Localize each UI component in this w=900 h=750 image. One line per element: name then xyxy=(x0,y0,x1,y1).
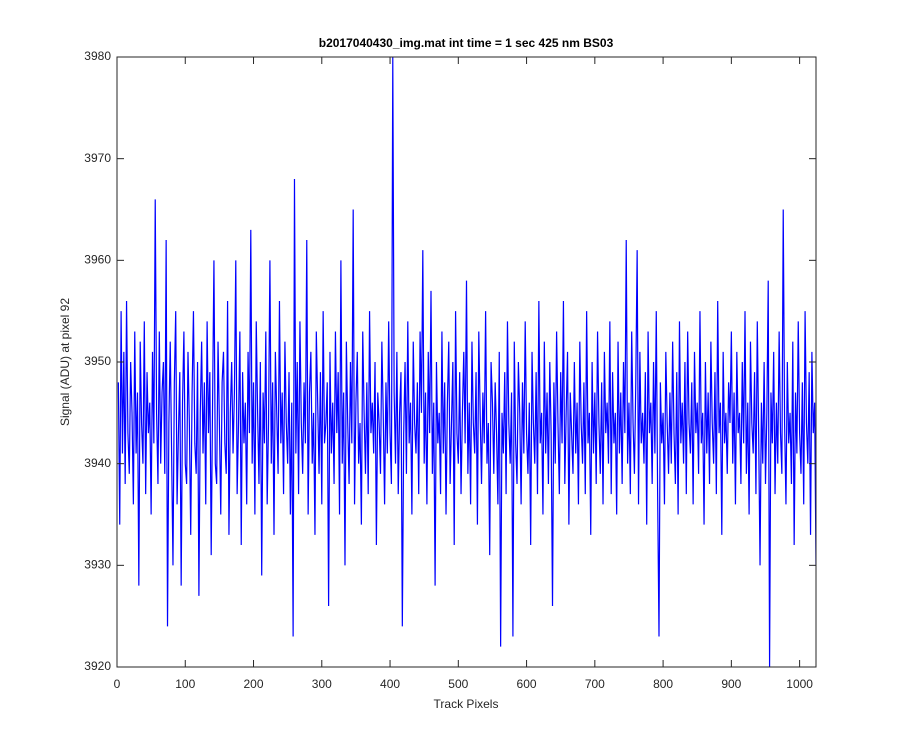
x-tick-label: 300 xyxy=(312,677,332,691)
x-tick-label: 900 xyxy=(721,677,741,691)
y-tick-label: 3960 xyxy=(84,253,111,267)
y-tick-label: 3950 xyxy=(84,354,111,368)
y-tick-label: 3980 xyxy=(84,49,111,63)
y-axis-label: Signal (ADU) at pixel 92 xyxy=(58,298,72,426)
x-tick-label: 0 xyxy=(114,677,121,691)
y-tick-label: 3940 xyxy=(84,456,111,470)
x-tick-label: 1000 xyxy=(786,677,813,691)
y-tick-label: 3930 xyxy=(84,558,111,572)
x-tick-label: 500 xyxy=(448,677,468,691)
data-line xyxy=(117,57,816,667)
x-tick-label: 400 xyxy=(380,677,400,691)
x-axis-label: Track Pixels xyxy=(434,697,499,711)
x-tick-label: 600 xyxy=(517,677,537,691)
y-tick-label: 3970 xyxy=(84,151,111,165)
chart-title: b2017040430_img.mat int time = 1 sec 425… xyxy=(319,36,614,50)
x-tick-label: 800 xyxy=(653,677,673,691)
x-tick-label: 200 xyxy=(244,677,264,691)
x-tick-label: 100 xyxy=(175,677,195,691)
x-tick-label: 700 xyxy=(585,677,605,691)
y-tick-label: 3920 xyxy=(84,659,111,673)
